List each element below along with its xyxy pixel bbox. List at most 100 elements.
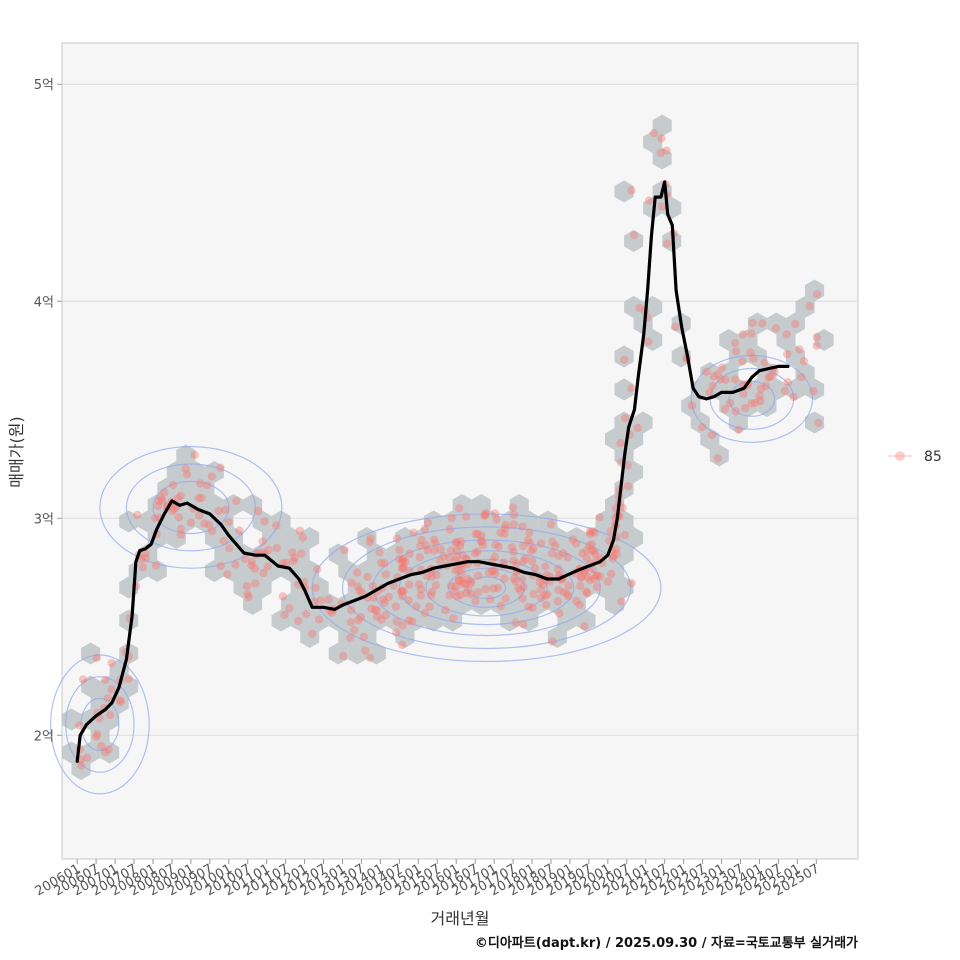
data-point <box>687 401 697 410</box>
data-point <box>509 547 518 557</box>
data-point <box>592 571 602 580</box>
data-point <box>366 534 375 543</box>
data-point <box>151 514 160 523</box>
data-point <box>141 549 150 558</box>
data-point <box>585 541 594 550</box>
legend-label: 85 <box>924 449 942 465</box>
hex-bin <box>271 543 291 566</box>
data-point <box>608 554 617 563</box>
data-point <box>353 568 362 577</box>
data-point <box>452 546 461 555</box>
data-point <box>731 338 740 348</box>
data-point <box>616 439 625 448</box>
data-point <box>536 585 545 594</box>
data-point <box>339 651 348 661</box>
data-point <box>282 558 291 567</box>
hex-bin <box>147 494 167 516</box>
data-point <box>133 510 142 520</box>
data-point <box>231 560 240 569</box>
hex-bin <box>595 510 615 533</box>
data-point <box>559 549 568 558</box>
data-point <box>716 375 725 384</box>
hex-bin <box>385 543 405 566</box>
data-point <box>380 598 389 607</box>
data-point <box>415 553 424 562</box>
data-point <box>783 378 792 387</box>
data-point <box>396 587 406 596</box>
data-point <box>398 621 407 630</box>
data-point <box>381 570 390 579</box>
data-point <box>494 542 503 551</box>
hex-bin <box>176 444 196 467</box>
data-point <box>662 146 671 155</box>
hex-bin <box>614 543 634 566</box>
data-point <box>240 554 250 563</box>
data-point <box>429 535 439 544</box>
data-point <box>739 389 748 398</box>
data-point <box>738 330 747 339</box>
hex-bin <box>271 609 291 632</box>
data-point <box>731 407 740 416</box>
data-point <box>381 611 390 620</box>
density-contour <box>372 539 601 637</box>
data-point <box>429 546 439 555</box>
data-point <box>466 578 476 588</box>
data-point <box>82 753 92 762</box>
legend: 85 <box>888 449 942 465</box>
hex-bin <box>690 378 710 401</box>
data-point <box>427 591 436 600</box>
data-point <box>491 569 500 578</box>
data-point <box>397 640 407 649</box>
hex-bin <box>204 461 224 483</box>
hex-bin <box>643 131 663 153</box>
data-point <box>509 510 518 519</box>
data-point <box>627 186 636 195</box>
data-point <box>445 525 455 534</box>
data-point <box>425 602 434 611</box>
hex-bin <box>776 329 796 351</box>
data-point <box>751 398 760 407</box>
data-point <box>500 574 509 583</box>
data-point <box>516 586 525 595</box>
data-point <box>377 558 386 568</box>
data-point <box>107 685 116 694</box>
data-point <box>649 128 659 138</box>
data-point <box>395 545 404 555</box>
data-point <box>538 580 548 589</box>
data-point <box>536 539 546 548</box>
data-point <box>563 589 572 599</box>
data-point <box>583 572 593 582</box>
data-point <box>75 721 84 730</box>
data-point <box>414 580 424 589</box>
data-point <box>657 134 666 143</box>
data-point <box>518 522 527 531</box>
data-point <box>194 493 203 503</box>
hex-bin <box>328 543 348 566</box>
data-point <box>484 568 494 577</box>
data-point <box>104 745 113 754</box>
data-point <box>404 596 413 605</box>
data-point <box>250 564 260 573</box>
data-point <box>288 548 297 557</box>
data-point <box>496 601 505 611</box>
data-point <box>258 537 267 546</box>
data-point <box>612 549 621 559</box>
hex-bin <box>614 345 634 368</box>
data-point <box>422 571 432 580</box>
data-point <box>380 559 389 568</box>
y-tick-label: 2억 <box>34 729 54 744</box>
data-point <box>580 569 589 578</box>
data-point <box>359 632 368 641</box>
data-point <box>445 553 454 562</box>
data-point <box>78 675 88 684</box>
data-point <box>782 330 791 339</box>
data-point <box>547 549 557 558</box>
density-contour <box>728 380 776 417</box>
hex-bin <box>795 296 815 318</box>
data-point <box>367 604 376 613</box>
data-point <box>527 547 536 556</box>
data-point <box>797 373 806 382</box>
data-point <box>542 600 551 610</box>
data-point <box>590 528 599 537</box>
data-point <box>493 583 503 593</box>
